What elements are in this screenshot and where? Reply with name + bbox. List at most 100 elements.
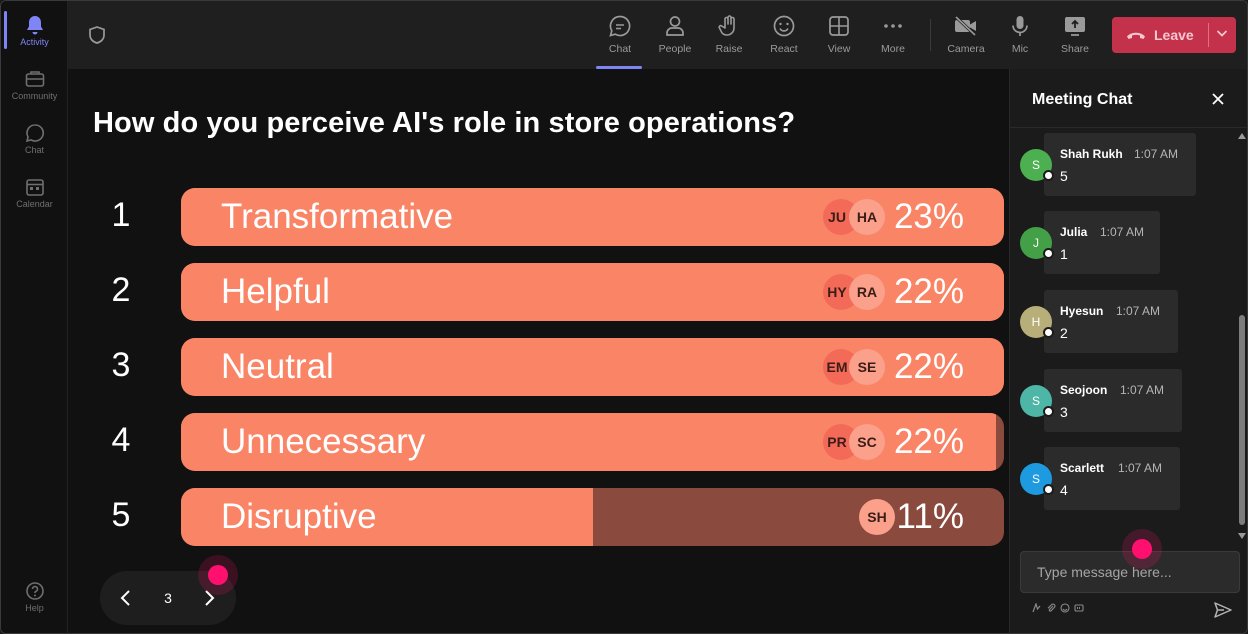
mic-button[interactable]: Mic bbox=[995, 9, 1045, 65]
microphone-icon bbox=[1007, 13, 1033, 39]
chat-author-avatar: S bbox=[1020, 385, 1054, 417]
poll-option-label: Helpful bbox=[221, 272, 330, 311]
shield-icon[interactable] bbox=[87, 25, 107, 45]
poll-option-bar[interactable]: Transformative JU HA 23% bbox=[181, 188, 1004, 246]
chat-scrollbar[interactable] bbox=[1236, 129, 1247, 543]
avatar-initial: S bbox=[1031, 394, 1040, 408]
presence-status-indicator bbox=[1043, 170, 1054, 181]
poll-option-percent: 22% bbox=[893, 347, 964, 386]
voter-avatar: SE bbox=[849, 349, 885, 385]
view-button[interactable]: View bbox=[814, 9, 864, 65]
poll-option-label: Neutral bbox=[221, 347, 334, 386]
chevron-down-icon[interactable] bbox=[1215, 26, 1229, 43]
rail-item-help[interactable]: Help bbox=[1, 571, 68, 623]
send-icon[interactable] bbox=[1213, 601, 1233, 624]
scroll-down-arrow-icon[interactable] bbox=[1238, 533, 1246, 539]
poll-option-percent: 22% bbox=[893, 422, 964, 461]
phone-hangup-icon bbox=[1126, 29, 1146, 41]
person-icon bbox=[662, 13, 688, 39]
chat-message[interactable]: Shah Rukh 1:07 AM 5 bbox=[1044, 133, 1196, 196]
react-button-label: React bbox=[770, 43, 798, 55]
chat-icon bbox=[607, 13, 633, 39]
community-icon bbox=[25, 69, 45, 89]
rail-item-label: Calendar bbox=[16, 199, 53, 209]
chat-message-time: 1:07 AM bbox=[1118, 461, 1163, 475]
chat-message[interactable]: Hyesun 1:07 AM 2 bbox=[1044, 290, 1178, 353]
voter-avatar: SC bbox=[849, 424, 885, 460]
chat-message-author: Scarlett bbox=[1060, 461, 1105, 475]
chat-author-avatar: S bbox=[1020, 463, 1054, 495]
presence-status-indicator bbox=[1043, 484, 1054, 495]
react-button[interactable]: React bbox=[759, 9, 809, 65]
more-button-label: More bbox=[881, 43, 905, 55]
voter-avatar: SH bbox=[859, 499, 895, 535]
share-button-label: Share bbox=[1060, 43, 1090, 55]
scrollbar-thumb[interactable] bbox=[1239, 315, 1245, 525]
meeting-toolbar: Chat People Raise React View bbox=[68, 1, 1247, 69]
poll-stage: How do you perceive AI's role in store o… bbox=[68, 69, 1009, 633]
camera-off-icon bbox=[953, 13, 979, 39]
poll-option-number: 3 bbox=[111, 346, 131, 384]
chat-message[interactable]: Seojoon 1:07 AM 3 bbox=[1044, 369, 1182, 432]
chat-message-text: 2 bbox=[1060, 325, 1068, 341]
chat-message-author: Julia bbox=[1060, 225, 1088, 239]
avatar-initial: J bbox=[1033, 236, 1039, 250]
format-icon[interactable] bbox=[1032, 603, 1042, 613]
share-button[interactable]: Share bbox=[1050, 9, 1100, 65]
attach-icon[interactable] bbox=[1046, 603, 1056, 613]
pointer-indicator bbox=[208, 565, 228, 585]
leave-button[interactable]: Leave bbox=[1112, 17, 1236, 53]
pointer-indicator bbox=[1132, 539, 1152, 559]
chat-message[interactable]: Scarlett 1:07 AM 4 bbox=[1044, 447, 1180, 510]
poll-option-label: Disruptive bbox=[221, 497, 377, 536]
emoji-icon[interactable] bbox=[1060, 603, 1070, 613]
chat-message-time: 1:07 AM bbox=[1100, 225, 1145, 239]
chat-message[interactable]: Julia 1:07 AM 1 bbox=[1044, 211, 1160, 274]
poll-option-number: 4 bbox=[111, 421, 131, 459]
message-input[interactable] bbox=[1020, 551, 1240, 593]
poll-option-percent: 11% bbox=[896, 497, 964, 536]
chat-panel-title: Meeting Chat bbox=[1032, 91, 1133, 108]
poll-option-bar[interactable]: Helpful HY RA 22% bbox=[181, 263, 1004, 321]
poll-option-bar[interactable]: Unnecessary PR SC 22% bbox=[181, 413, 1004, 471]
calendar-icon bbox=[25, 177, 45, 197]
raise-button-label: Raise bbox=[715, 43, 743, 55]
help-icon bbox=[25, 581, 45, 601]
poll-option-number: 1 bbox=[111, 196, 131, 234]
avatar-initial: S bbox=[1031, 158, 1040, 172]
leave-button-label: Leave bbox=[1154, 27, 1194, 43]
chat-message-list: Shah Rukh 1:07 AM 5 S Julia 1:07 AM 1 J Hyesun 1:… bbox=[1010, 129, 1236, 543]
chat-header-divider bbox=[1010, 127, 1247, 128]
voter-avatar: RA bbox=[849, 274, 885, 310]
raise-hand-button[interactable]: Raise bbox=[704, 9, 754, 65]
poll-option-bar[interactable]: Neutral EM SE 22% bbox=[181, 338, 1004, 396]
scroll-up-arrow-icon[interactable] bbox=[1238, 133, 1246, 139]
rail-item-activity[interactable]: Activity bbox=[1, 5, 68, 57]
presence-status-indicator bbox=[1043, 406, 1054, 417]
poll-option-fill bbox=[181, 488, 593, 546]
chat-message-text: 4 bbox=[1060, 482, 1068, 498]
chevron-left-icon[interactable] bbox=[117, 588, 135, 613]
more-button[interactable]: More bbox=[868, 9, 918, 65]
chat-message-author: Hyesun bbox=[1060, 304, 1104, 318]
rail-item-calendar[interactable]: Calendar bbox=[1, 167, 68, 219]
avatar-initial: S bbox=[1031, 472, 1040, 486]
active-tab-indicator bbox=[596, 66, 642, 69]
rail-item-community[interactable]: Community bbox=[1, 59, 68, 111]
chat-author-avatar: H bbox=[1020, 306, 1054, 338]
close-icon[interactable] bbox=[1211, 92, 1225, 111]
bell-icon bbox=[25, 15, 45, 35]
gif-icon[interactable] bbox=[1074, 603, 1084, 613]
camera-button-label: Camera bbox=[947, 43, 985, 55]
share-screen-icon bbox=[1062, 13, 1088, 39]
camera-button[interactable]: Camera bbox=[941, 9, 991, 65]
people-button[interactable]: People bbox=[650, 9, 700, 65]
hand-icon bbox=[716, 13, 742, 39]
chevron-right-icon[interactable] bbox=[200, 588, 218, 613]
rail-item-chat[interactable]: Chat bbox=[1, 113, 68, 165]
poll-option-label: Transformative bbox=[221, 197, 454, 236]
chat-button[interactable]: Chat bbox=[595, 9, 645, 69]
rail-item-label: Help bbox=[25, 603, 44, 613]
poll-option-bar[interactable]: Disruptive SH 11% bbox=[181, 488, 1004, 546]
